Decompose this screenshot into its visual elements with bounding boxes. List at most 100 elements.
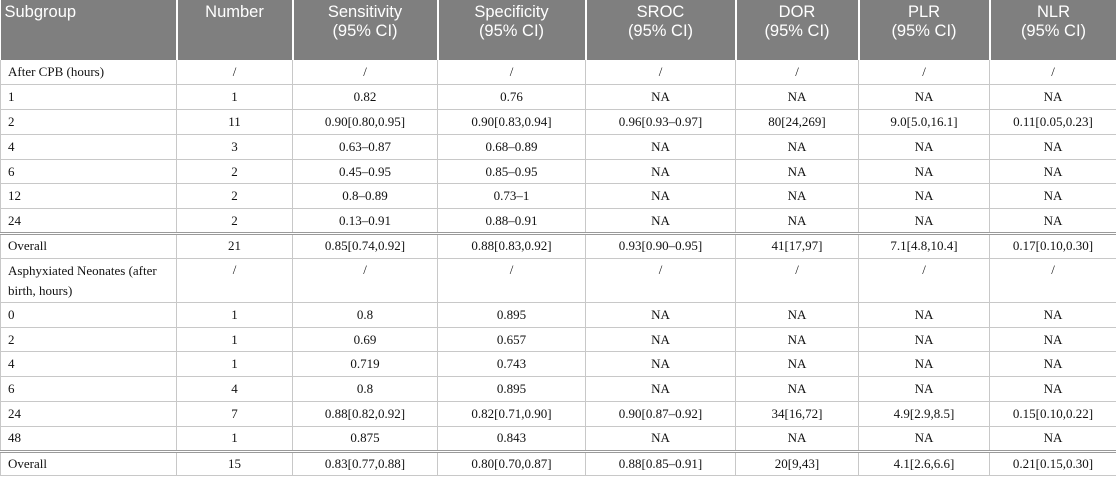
table-row: Asphyxiated Neonates (after birth, hours…: [0, 258, 1116, 303]
header-subgroup: Subgroup: [0, 0, 178, 60]
cell-dor: NA: [735, 183, 859, 210]
table-row: After CPB (hours) / / / / / / /: [0, 60, 1116, 86]
table-row: Overall 21 0.85[0.74,0.92] 0.88[0.83,0.92] 0…: [0, 232, 1116, 259]
cell-number: 21: [176, 232, 293, 259]
cell-sroc: /: [585, 258, 736, 303]
header-label: PLR: [907, 3, 941, 21]
cell-sroc: NA: [585, 159, 736, 185]
cell-sensitivity: 0.45–0.95: [292, 159, 438, 185]
cell-number: 1: [176, 426, 293, 452]
cell-specificity: 0.88–0.91: [437, 208, 586, 235]
table-row: 48 1 0.875 0.843 NA NA NA NA: [0, 426, 1116, 452]
table-row: 0 1 0.8 0.895 NA NA NA NA: [0, 302, 1116, 328]
cell-specificity: 0.90[0.83,0.94]: [437, 109, 586, 135]
cell-sroc: /: [585, 60, 736, 86]
cell-dor: 34[16,72]: [735, 401, 859, 427]
table-row: 4 3 0.63–0.87 0.68–0.89 NA NA NA NA: [0, 134, 1116, 160]
cell-sroc: 0.93[0.90–0.95]: [585, 232, 736, 259]
cell-dor: NA: [735, 327, 859, 353]
cell-sroc: NA: [585, 208, 736, 235]
cell-nlr: 0.11[0.05,0.23]: [989, 109, 1116, 135]
cell-subgroup: 2: [0, 109, 177, 135]
cell-plr: NA: [858, 426, 990, 452]
table-row: 12 2 0.8–0.89 0.73–1 NA NA NA NA: [0, 183, 1116, 210]
header-sublabel: (95% CI): [332, 22, 398, 40]
table-row: 6 4 0.8 0.895 NA NA NA NA: [0, 376, 1116, 403]
cell-subgroup: Asphyxiated Neonates (after birth, hours…: [0, 258, 177, 303]
cell-number: 3: [176, 134, 293, 160]
cell-sensitivity: 0.90[0.80,0.95]: [292, 109, 438, 135]
cell-number: 1: [176, 84, 293, 111]
cell-subgroup: Overall: [0, 232, 177, 259]
cell-plr: NA: [858, 84, 990, 111]
cell-sroc: 0.88[0.85–0.91]: [585, 449, 736, 477]
cell-sensitivity: 0.82: [292, 84, 438, 111]
cell-sensitivity: 0.69: [292, 327, 438, 353]
cell-subgroup: 2: [0, 327, 177, 353]
cell-dor: NA: [735, 208, 859, 235]
cell-plr: 4.1[2.6,6.6]: [858, 449, 990, 477]
cell-subgroup: 4: [0, 351, 177, 378]
cell-number: /: [176, 60, 293, 86]
cell-plr: NA: [858, 134, 990, 160]
header-sroc: SROC (95% CI): [585, 0, 737, 60]
cell-dor: NA: [735, 351, 859, 378]
cell-sroc: 0.96[0.93–0.97]: [585, 109, 736, 135]
cell-dor: 20[9,43]: [735, 449, 859, 477]
cell-nlr: 0.15[0.10,0.22]: [989, 401, 1116, 427]
cell-subgroup: 1: [0, 84, 177, 111]
cell-subgroup: 48: [0, 426, 177, 452]
cell-plr: NA: [858, 327, 990, 353]
cell-nlr: NA: [989, 183, 1116, 210]
cell-plr: /: [858, 60, 990, 86]
header-sublabel: (95% CI): [478, 22, 545, 40]
cell-specificity: 0.82[0.71,0.90]: [437, 401, 586, 427]
cell-nlr: NA: [989, 208, 1116, 235]
cell-nlr: NA: [989, 426, 1116, 452]
cell-sensitivity: 0.875: [292, 426, 438, 452]
cell-nlr: /: [989, 60, 1116, 86]
cell-dor: NA: [735, 84, 859, 111]
cell-sensitivity: 0.719: [292, 351, 438, 378]
cell-specificity: 0.843: [437, 426, 586, 452]
cell-sroc: NA: [585, 302, 736, 328]
header-nlr: NLR (95% CI): [989, 0, 1116, 60]
cell-number: 7: [176, 401, 293, 427]
cell-specificity: 0.895: [437, 302, 586, 328]
cell-specificity: 0.68–0.89: [437, 134, 586, 160]
cell-subgroup: 0: [0, 302, 177, 328]
table-header: Subgroup Number Sensitivity (95% CI) Spec…: [0, 0, 1116, 60]
cell-sensitivity: /: [292, 258, 438, 303]
cell-number: 2: [176, 208, 293, 235]
cell-subgroup: 12: [0, 183, 177, 210]
cell-sensitivity: 0.88[0.82,0.92]: [292, 401, 438, 427]
header-row: Subgroup Number Sensitivity (95% CI) Spec…: [0, 0, 1116, 60]
cell-subgroup: Overall: [0, 449, 177, 477]
cell-dor: /: [735, 258, 859, 303]
cell-specificity: 0.743: [437, 351, 586, 378]
cell-dor: NA: [735, 426, 859, 452]
cell-subgroup: 24: [0, 401, 177, 427]
header-sensitivity: Sensitivity (95% CI): [292, 0, 439, 60]
cell-dor: /: [735, 60, 859, 86]
cell-nlr: NA: [989, 376, 1116, 403]
table-row: 6 2 0.45–0.95 0.85–0.95 NA NA NA NA: [0, 159, 1116, 185]
cell-sensitivity: 0.83[0.77,0.88]: [292, 449, 438, 477]
cell-nlr: NA: [989, 159, 1116, 185]
cell-specificity: 0.76: [437, 84, 586, 111]
header-sublabel: (95% CI): [764, 22, 830, 40]
header-label: SROC: [636, 3, 685, 21]
cell-specificity: 0.73–1: [437, 183, 586, 210]
cell-nlr: 0.21[0.15,0.30]: [989, 449, 1116, 477]
cell-dor: NA: [735, 134, 859, 160]
header-dor: DOR (95% CI): [735, 0, 860, 60]
cell-sroc: NA: [585, 183, 736, 210]
cell-nlr: 0.17[0.10,0.30]: [989, 232, 1116, 259]
cell-dor: 41[17,97]: [735, 232, 859, 259]
cell-plr: NA: [858, 351, 990, 378]
cell-nlr: NA: [989, 351, 1116, 378]
cell-nlr: NA: [989, 327, 1116, 353]
header-label: Sensitivity: [327, 3, 403, 21]
cell-plr: NA: [858, 183, 990, 210]
